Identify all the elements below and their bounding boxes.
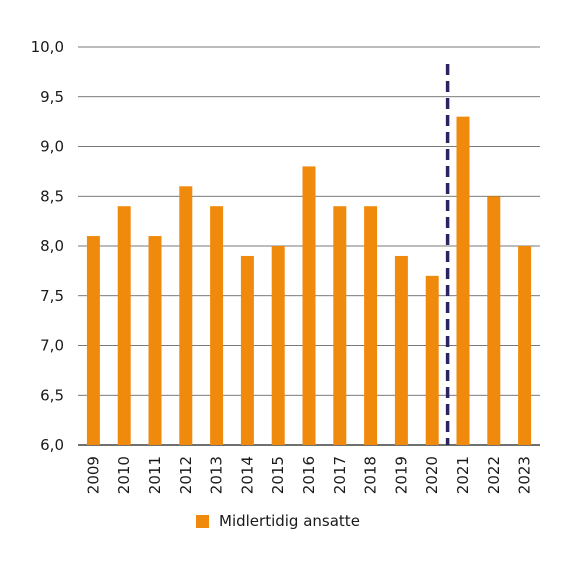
bar-2013 [210,206,224,445]
x-tick-label: 2019 [392,456,410,494]
x-tick-label: 2023 [516,456,534,494]
x-tick-label: 2017 [331,456,349,494]
y-tick-label: 9,0 [40,138,64,156]
bar-2009 [86,236,100,445]
y-tick-label: 6,5 [40,386,64,404]
x-tick-label: 2010 [115,456,133,494]
y-tick-label: 10,0 [31,38,64,56]
y-tick-label: 8,0 [40,237,64,255]
x-tick-label: 2018 [362,456,380,494]
x-tick-labels: 2009 2010 2011 2012 2013 2014 2015 2016 2017 2018… [84,456,533,494]
legend-swatch [196,514,209,528]
x-tick-label: 2012 [177,456,195,494]
bar-2023 [518,246,532,445]
bar-2012 [179,186,193,446]
bars [86,116,532,446]
x-tick-label: 2014 [238,456,256,494]
x-tick-label: 2011 [146,456,164,494]
bar-2015 [271,246,285,445]
bar-2022 [487,196,501,445]
bar-2017 [333,206,347,445]
y-tick-labels: 6,0 6,5 7,0 7,5 8,0 8,5 9,0 9,5 10,0 [31,38,64,454]
y-tick-label: 7,5 [40,287,64,305]
y-tick-label: 8,5 [40,187,64,205]
bar-2018 [364,206,378,445]
y-tick-label: 6,0 [40,436,64,454]
legend-label: Midlertidig ansatte [219,512,360,530]
x-tick-label: 2020 [423,456,441,494]
x-tick-label: 2021 [454,456,472,494]
x-tick-label: 2015 [269,456,287,494]
bar-2010 [117,206,131,445]
legend: Midlertidig ansatte [196,512,360,530]
bar-2021 [456,116,470,446]
y-tick-label: 9,5 [40,88,64,106]
y-tick-label: 7,0 [40,337,64,355]
x-tick-label: 2022 [485,456,503,494]
bar-2014 [240,255,254,445]
bar-2019 [394,255,408,445]
bar-2016 [302,166,316,445]
bar-2020 [425,275,439,445]
x-tick-label: 2009 [84,456,102,494]
x-tick-label: 2016 [300,456,318,494]
bar-2011 [148,236,162,445]
x-tick-label: 2013 [208,456,226,494]
